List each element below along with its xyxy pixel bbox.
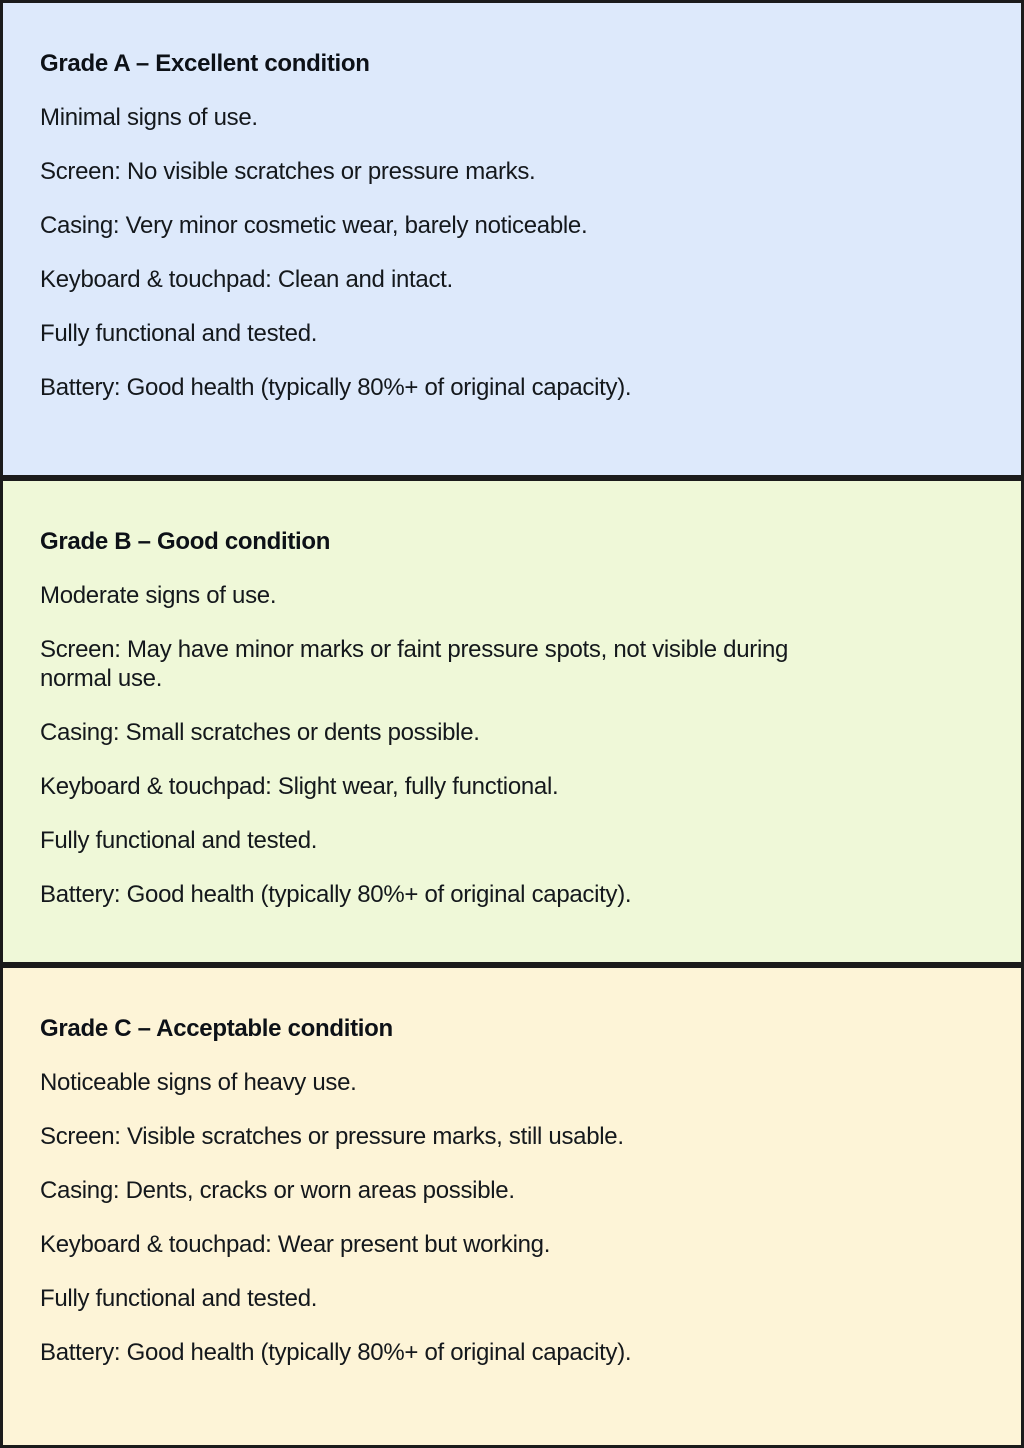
grade-b-item: Moderate signs of use. [40, 582, 277, 609]
grade-b-panel: Grade B – Good condition Moderate signs … [0, 478, 1024, 965]
grade-c-panel: Grade C – Acceptable condition Noticeabl… [0, 965, 1024, 1448]
grade-b-title: Grade B – Good condition [40, 528, 331, 555]
grade-c-item: Noticeable signs of heavy use. [40, 1069, 357, 1096]
grade-c-item: Screen: Visible scratches or pressure ma… [40, 1123, 624, 1150]
grade-a-item: Casing: Very minor cosmetic wear, barely… [40, 212, 588, 239]
grade-a-item: Battery: Good health (typically 80%+ of … [40, 374, 632, 401]
grade-b-item: Casing: Small scratches or dents possibl… [40, 719, 480, 746]
grade-c-item: Battery: Good health (typically 80%+ of … [40, 1339, 632, 1366]
grade-a-item: Keyboard & touchpad: Clean and intact. [40, 266, 453, 293]
grade-b-item: Fully functional and tested. [40, 827, 318, 854]
grade-c-title: Grade C – Acceptable condition [40, 1015, 393, 1042]
grade-c-item: Casing: Dents, cracks or worn areas poss… [40, 1177, 515, 1204]
grade-a-title: Grade A – Excellent condition [40, 50, 370, 77]
grade-c-item: Fully functional and tested. [40, 1285, 318, 1312]
grade-a-item: Screen: No visible scratches or pressure… [40, 158, 536, 185]
grade-a-panel: Grade A – Excellent condition Minimal si… [0, 0, 1024, 478]
grade-c-item: Keyboard & touchpad: Wear present but wo… [40, 1231, 551, 1258]
grade-a-item: Minimal signs of use. [40, 104, 258, 131]
grade-a-item: Fully functional and tested. [40, 320, 318, 347]
grade-b-item: Keyboard & touchpad: Slight wear, fully … [40, 773, 559, 800]
grade-b-item: Screen: May have minor marks or faint pr… [40, 636, 789, 692]
grade-b-item: Battery: Good health (typically 80%+ of … [40, 881, 632, 908]
